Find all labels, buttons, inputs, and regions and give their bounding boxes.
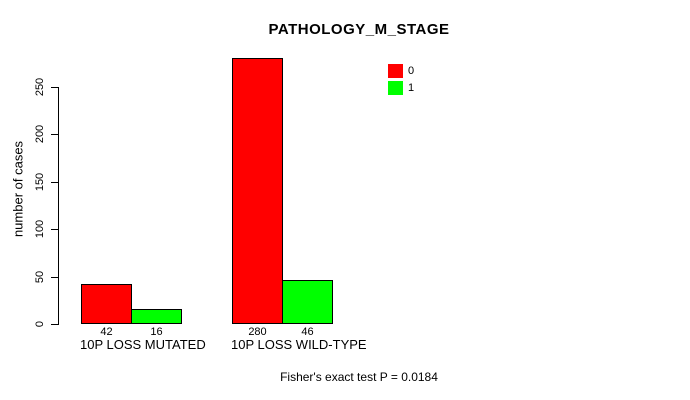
bar-series-1-group-1 (282, 280, 333, 324)
y-tick-label: 200 (34, 124, 46, 144)
chart-title: PATHOLOGY_M_STAGE (268, 21, 450, 38)
y-tick-mark (51, 324, 58, 325)
y-axis-label: number of cases (10, 140, 26, 238)
y-tick-label: 0 (34, 320, 46, 328)
bar-series-0-group-0 (81, 284, 132, 324)
y-tick-mark (51, 229, 58, 230)
y-tick-label: 250 (34, 77, 46, 97)
legend-label: 0 (408, 65, 415, 77)
bar-series-1-group-0 (131, 309, 182, 324)
y-tick-mark (51, 182, 58, 183)
legend-swatch-1 (388, 81, 403, 95)
legend-row: 1 (388, 81, 414, 95)
legend-row: 0 (388, 64, 414, 78)
bar-series-0-group-1 (232, 58, 283, 324)
y-tick-mark (51, 134, 58, 135)
y-tick-label: 100 (34, 219, 46, 239)
x-category-label: 10P LOSS WILD-TYPE (231, 337, 367, 352)
y-tick-mark (51, 87, 58, 88)
legend-label: 1 (408, 82, 415, 94)
x-category-label: 10P LOSS MUTATED (80, 337, 206, 352)
bar-value-label: 280 (248, 326, 267, 338)
annotation-fisher-test: Fisher's exact test P = 0.0184 (280, 370, 438, 384)
bar-value-label: 42 (100, 326, 113, 338)
legend-swatch-0 (388, 64, 403, 78)
y-tick-mark (51, 277, 58, 278)
y-axis-line (58, 87, 59, 325)
bar-value-label: 16 (150, 326, 163, 338)
y-tick-label: 150 (34, 172, 46, 192)
y-tick-label: 50 (34, 270, 46, 284)
bar-value-label: 46 (301, 326, 314, 338)
